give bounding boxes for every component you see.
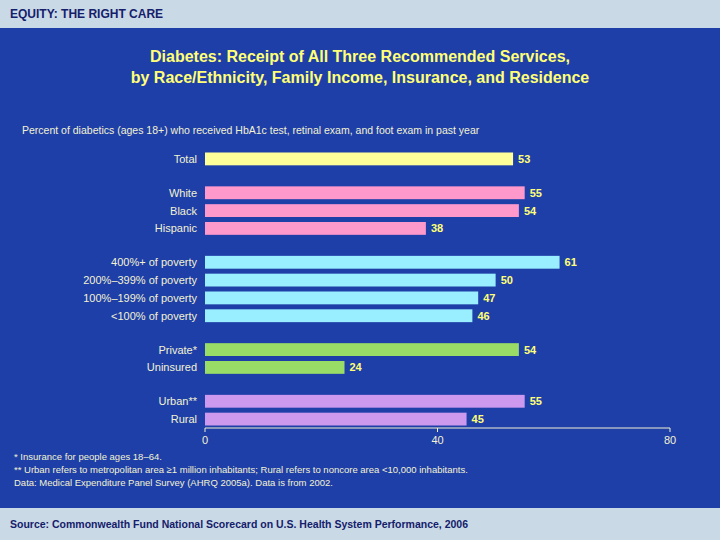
x-tick-label: 80 [664,434,676,446]
bar [205,309,472,322]
data-label: 47 [483,292,495,304]
bar [205,291,478,304]
header-bar [0,0,720,28]
x-tick-label: 40 [431,434,443,446]
bar [205,204,519,217]
category-label: Black [170,205,197,217]
bar [205,186,525,199]
category-label: 400%+ of poverty [111,256,197,268]
subtitle: Percent of diabetics (ages 18+) who rece… [22,124,480,136]
source: Source: Commonwealth Fund National Score… [10,518,468,530]
footnote: * Insurance for people ages 18–64. [14,451,162,462]
bar [205,413,467,426]
data-label: 55 [530,395,542,407]
data-label: 54 [524,205,537,217]
header: EQUITY: THE RIGHT CARE [10,7,163,21]
bars [205,152,560,425]
x-tick [437,428,438,432]
footnote: Data: Medical Expenditure Panel Survey (… [14,477,333,488]
bar [205,222,426,235]
x-tick-label: 0 [202,434,208,446]
bar [205,152,513,165]
x-tick [205,428,206,432]
bar [205,395,525,408]
data-label: 61 [565,256,577,268]
x-axis: 0 40 80 [202,428,676,446]
category-label: <100% of poverty [111,310,197,322]
category-label: Uninsured [147,361,197,373]
category-label: White [169,187,197,199]
bar [205,343,519,356]
category-label: Rural [171,413,197,425]
title-line: by Race/Ethnicity, Family Income, Insura… [131,69,590,86]
x-tick [670,428,671,432]
category-label: 100%–199% of poverty [83,292,197,304]
data-label: 45 [472,413,484,425]
data-label: 53 [518,153,530,165]
data-label: 24 [350,361,363,373]
bar [205,256,560,269]
bar [205,274,496,287]
background [0,0,720,540]
category-label: 200%–399% of poverty [83,274,197,286]
labels: Total 53 White 55 Black 54 Hispanic 38 400%+ of … [83,153,577,425]
footnote: ** Urban refers to metropolitan area ≥1 … [14,464,468,475]
footer-bar [0,508,720,540]
category-label: Hispanic [155,222,198,234]
category-label: Total [174,153,197,165]
data-label: 55 [530,187,542,199]
title-line: Diabetes: Receipt of All Three Recommend… [150,48,570,65]
category-label: Private* [158,344,197,356]
category-label: Urban** [158,395,197,407]
bar [205,361,345,374]
data-label: 54 [524,344,537,356]
data-label: 38 [431,222,443,234]
page: {"chart_data": { "type": "bar", "orienta… [0,0,720,540]
chart: EQUITY: THE RIGHT CARE Diabetes: Receipt … [0,0,720,540]
title: Diabetes: Receipt of All Three Recommend… [131,48,590,86]
data-label: 50 [501,274,513,286]
data-label: 46 [477,310,489,322]
